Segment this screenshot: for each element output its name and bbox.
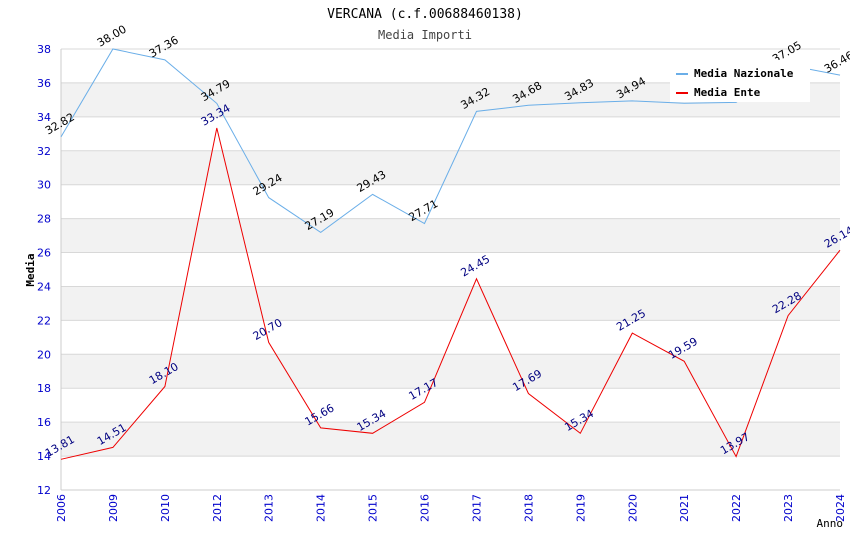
x-tick-label: 2020	[626, 494, 639, 522]
x-axis: 2006 2009 2010 2012 2013 2014 2015 2016 2017 2018…	[55, 489, 847, 522]
series-line-media-nazionale	[60, 48, 841, 234]
x-tick-label: 2022	[730, 494, 743, 522]
x-tick-label: 2012	[211, 494, 224, 522]
data-label: 38.00	[95, 23, 129, 50]
legend: Media Nazionale Media Ente	[670, 60, 810, 102]
y-tick-label: 34	[37, 111, 51, 124]
y-tick-label: 12	[37, 484, 51, 497]
legend-label: Media Nazionale	[694, 67, 794, 80]
chart-subtitle: Media Importi	[378, 28, 472, 42]
x-tick-label: 2014	[315, 494, 328, 522]
legend-box	[670, 60, 810, 102]
x-tick-label: 2018	[522, 494, 535, 522]
grid-bands	[61, 48, 840, 491]
y-tick-label: 38	[37, 43, 51, 56]
x-tick-label: 2016	[419, 494, 432, 522]
y-axis: 12 14 16 18 20 22 24 26 28 30 32 34 36 38	[37, 43, 62, 497]
y-tick-label: 32	[37, 145, 51, 158]
y-tick-label: 24	[37, 280, 51, 293]
legend-label: Media Ente	[694, 86, 761, 99]
grid-band	[61, 286, 840, 321]
data-label: 36.46	[822, 49, 850, 76]
x-tick-label: 2017	[470, 494, 483, 522]
x-tick-label: 2013	[263, 494, 276, 522]
x-tick-label: 2021	[678, 494, 691, 522]
y-tick-label: 26	[37, 247, 51, 260]
grid-band	[61, 218, 840, 253]
data-label: 24.45	[458, 252, 492, 279]
y-tick-label: 30	[37, 179, 51, 192]
x-tick-label: 2009	[107, 494, 120, 522]
grid-band	[61, 422, 840, 457]
grid-band	[61, 354, 840, 389]
x-axis-label: Anno	[817, 517, 844, 530]
y-axis-label: Media	[24, 253, 37, 286]
y-tick-label: 18	[37, 382, 51, 395]
y-tick-label: 14	[37, 450, 51, 463]
x-tick-label: 2006	[55, 494, 68, 522]
x-tick-label: 2024	[834, 494, 847, 522]
x-tick-label: 2015	[367, 494, 380, 522]
y-tick-label: 16	[37, 416, 51, 429]
data-label: 37.36	[147, 33, 181, 60]
y-tick-label: 28	[37, 213, 51, 226]
chart-title: VERCANA (c.f.00688460138)	[327, 7, 523, 22]
y-tick-label: 36	[37, 77, 51, 90]
x-tick-label: 2023	[782, 494, 795, 522]
y-tick-label: 22	[37, 314, 51, 327]
x-tick-label: 2010	[159, 494, 172, 522]
x-tick-label: 2019	[574, 494, 587, 522]
series-line-media-ente	[60, 127, 841, 460]
y-tick-label: 20	[37, 348, 51, 361]
series-lines	[60, 48, 841, 460]
